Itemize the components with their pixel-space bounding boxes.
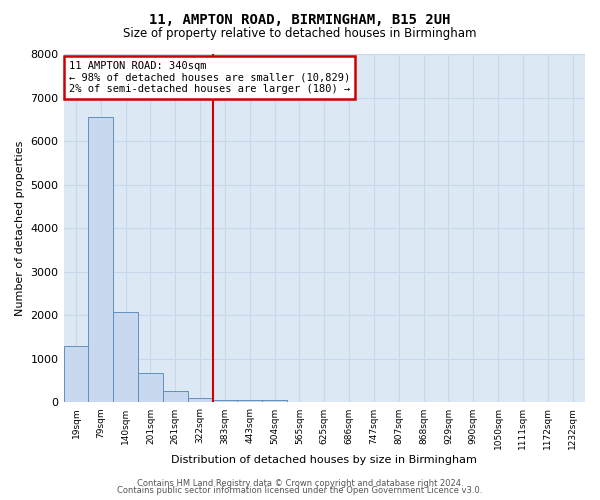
X-axis label: Distribution of detached houses by size in Birmingham: Distribution of detached houses by size … xyxy=(172,455,477,465)
Text: 11 AMPTON ROAD: 340sqm
← 98% of detached houses are smaller (10,829)
2% of semi-: 11 AMPTON ROAD: 340sqm ← 98% of detached… xyxy=(69,61,350,94)
Text: 11, AMPTON ROAD, BIRMINGHAM, B15 2UH: 11, AMPTON ROAD, BIRMINGHAM, B15 2UH xyxy=(149,12,451,26)
Bar xyxy=(262,400,287,402)
Text: Size of property relative to detached houses in Birmingham: Size of property relative to detached ho… xyxy=(123,28,477,40)
Bar xyxy=(88,117,113,403)
Bar xyxy=(163,390,188,402)
Y-axis label: Number of detached properties: Number of detached properties xyxy=(15,140,25,316)
Bar xyxy=(64,346,88,403)
Bar xyxy=(113,312,138,402)
Bar xyxy=(212,400,238,402)
Bar xyxy=(188,398,212,402)
Bar xyxy=(238,400,262,402)
Text: Contains HM Land Registry data © Crown copyright and database right 2024.: Contains HM Land Registry data © Crown c… xyxy=(137,478,463,488)
Bar xyxy=(138,374,163,402)
Text: Contains public sector information licensed under the Open Government Licence v3: Contains public sector information licen… xyxy=(118,486,482,495)
